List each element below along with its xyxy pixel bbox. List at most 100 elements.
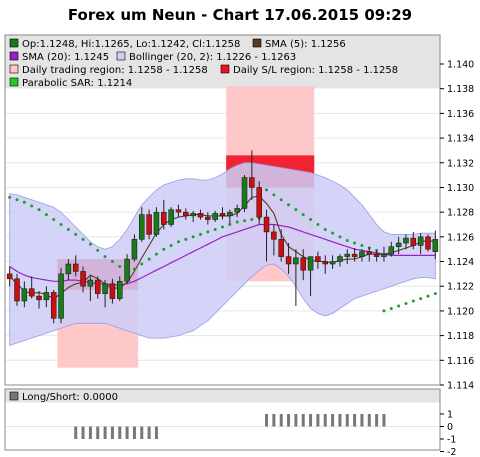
- candle-body: [80, 271, 86, 287]
- y-tick-label: 1.126: [447, 232, 474, 243]
- sar-dot: [243, 219, 247, 223]
- long-short-bar: [154, 426, 158, 439]
- sar-dot: [140, 262, 144, 266]
- price-axis: 1.114 1.116 1.118 1.120 1.122 1.124 1.126 1.128…: [440, 60, 474, 392]
- sar-dot: [59, 223, 63, 226]
- sar-dot: [52, 218, 56, 222]
- long-short-bar: [81, 426, 85, 439]
- y-tick-label: 1.116: [447, 356, 474, 367]
- sar-dot: [110, 260, 114, 264]
- sar-dot: [235, 220, 239, 224]
- long-short-bar: [132, 426, 136, 439]
- sub-tick-label: -1: [447, 435, 456, 446]
- sar-dot: [250, 218, 254, 222]
- candle-body: [425, 236, 431, 250]
- sar-dot: [44, 213, 48, 217]
- candle-body: [366, 251, 373, 255]
- y-tick-label: 1.134: [447, 134, 474, 145]
- candle-body: [212, 213, 218, 220]
- sar-dot: [404, 302, 408, 306]
- parabolic-sar: [8, 188, 437, 313]
- sar-dot: [147, 257, 151, 261]
- sar-dot: [198, 232, 202, 236]
- candle-body: [432, 239, 439, 252]
- legend-ohlc: Op:1.1248, Hi:1.1265, Lo:1.1242, Cl:1.12…: [22, 39, 240, 50]
- candle-body: [161, 211, 167, 225]
- long-short-bar: [294, 414, 298, 427]
- candle-body: [36, 295, 42, 301]
- candle-body: [410, 237, 417, 246]
- sar-dot: [118, 264, 122, 268]
- candle-body: [197, 213, 204, 218]
- candle-body: [395, 242, 402, 247]
- candle-body: [102, 283, 108, 294]
- candle-body: [337, 256, 343, 262]
- candle-body: [21, 288, 28, 302]
- y-tick-label: 1.128: [447, 208, 474, 219]
- sar-dot: [22, 200, 26, 204]
- candle-body: [124, 258, 130, 282]
- sar-dot: [272, 193, 276, 197]
- legend-bollinger: Bollinger (20, 2): 1.1226 - 1.1263: [129, 52, 296, 63]
- y-tick-label: 1.132: [447, 158, 474, 169]
- candle-body: [109, 283, 116, 299]
- sar-dot: [433, 292, 437, 296]
- sar-dot: [74, 232, 78, 236]
- sar-dot: [389, 306, 393, 310]
- candle-body: [146, 214, 152, 235]
- candle-body: [344, 253, 351, 257]
- candlesticks: [6, 150, 439, 324]
- sub-legend-long-short: Long/Short: 0.0000: [22, 392, 118, 403]
- legend-swatch-daily-region: [9, 64, 19, 74]
- candle-body: [351, 253, 358, 257]
- long-short-axis: 10 -1-2: [440, 410, 456, 457]
- candle-body: [43, 292, 50, 301]
- long-short-bar: [147, 426, 151, 439]
- sub-legend-area: [5, 389, 440, 403]
- candle-body: [139, 214, 145, 240]
- sar-dot: [419, 297, 423, 301]
- sar-dot: [8, 195, 12, 199]
- sar-dot: [184, 237, 188, 241]
- long-short-bar: [331, 414, 335, 427]
- sar-dot: [169, 243, 173, 247]
- sar-dot: [279, 198, 283, 202]
- y-tick-label: 1.114: [447, 381, 474, 392]
- candle-body: [117, 281, 123, 299]
- long-short-bar: [103, 426, 107, 439]
- sar-dot: [294, 208, 298, 212]
- candle-body: [241, 177, 248, 209]
- long-short-bar: [265, 414, 269, 427]
- candle-body: [227, 211, 233, 217]
- y-tick-label: 1.140: [447, 60, 474, 71]
- sar-dot: [228, 223, 232, 226]
- candle-body: [285, 256, 292, 265]
- sar-dot: [162, 247, 166, 251]
- candle-body: [131, 239, 138, 260]
- candle-body: [183, 211, 189, 217]
- sar-dot: [316, 223, 320, 226]
- candle-body: [175, 209, 182, 213]
- candle-body: [359, 251, 365, 257]
- long-short-bar: [338, 414, 342, 427]
- sar-dot: [132, 267, 136, 271]
- candle-body: [87, 279, 94, 287]
- candle-body: [256, 187, 262, 218]
- sar-dot: [213, 227, 217, 231]
- candle-body: [205, 216, 211, 220]
- legend-swatch-ohlc: [9, 38, 19, 48]
- legend-swatch-sma5: [252, 38, 262, 48]
- long-short-bar: [301, 414, 305, 427]
- sar-dot: [15, 198, 19, 202]
- y-tick-label: 1.138: [447, 84, 474, 95]
- y-tick-label: 1.136: [447, 109, 474, 120]
- candle-body: [14, 278, 20, 302]
- candle-body: [249, 177, 255, 188]
- candle-body: [72, 263, 79, 272]
- candle-body: [219, 213, 226, 217]
- candle-body: [322, 261, 328, 265]
- sar-dot: [176, 240, 180, 244]
- candle-body: [263, 216, 270, 233]
- long-short-bar: [375, 414, 379, 427]
